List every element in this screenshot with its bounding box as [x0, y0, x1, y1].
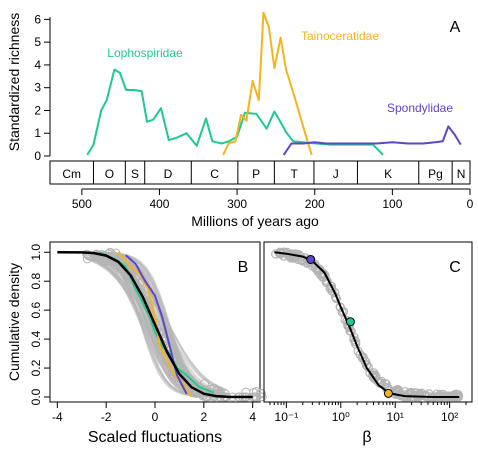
y-tick-label-a: 4: [34, 58, 41, 72]
period-label-o: O: [105, 167, 114, 181]
period-label-cm: Cm: [62, 167, 81, 181]
x-tick-label-b: -2: [101, 410, 112, 424]
series-line-b-spondylidae: [125, 254, 188, 395]
period-label-k: K: [384, 167, 392, 181]
series-label-spondylidae: Spondylidae: [387, 101, 453, 115]
period-label-p: P: [252, 167, 260, 181]
period-label-c: C: [210, 167, 219, 181]
y-tick-label-b: 0.8: [29, 273, 43, 290]
y-axis-title-b: Cumulative density: [6, 263, 22, 381]
y-axis-title-a: Standardized richness: [6, 13, 22, 152]
series-line-tainoceratidae: [222, 11, 313, 156]
x-tick-label-b: 2: [200, 410, 207, 424]
y-tick-label-a: 6: [34, 12, 41, 26]
simulated-point-c: [325, 280, 336, 291]
panel-label-a: A: [450, 19, 461, 36]
y-tick-label-b: 0.0: [29, 388, 43, 405]
x-tick-label-a: 0: [467, 197, 474, 211]
x-tick-label-a: 200: [305, 197, 325, 211]
x-tick-label-b: -4: [52, 410, 63, 424]
x-tick-label-c: 10⁰: [332, 410, 350, 424]
simulated-point: [104, 252, 114, 262]
series-line-spondylidae: [282, 125, 462, 156]
simulated-point: [214, 385, 224, 395]
period-label-j: J: [333, 167, 339, 181]
y-tick-label-b: 1.0: [29, 244, 43, 261]
x-tick-label-c: 10¹: [387, 410, 404, 424]
x-axis-title-b: Scaled fluctuations: [88, 429, 222, 446]
y-tick-label-b: 0.4: [29, 330, 43, 347]
x-axis-title-c: β: [362, 429, 371, 446]
y-tick-label-a: 0: [34, 149, 41, 163]
x-tick-label-a: 400: [149, 197, 169, 211]
x-tick-label-a: 100: [382, 197, 402, 211]
highlight-point-tainoceratidae: [383, 388, 393, 398]
period-label-t: T: [290, 167, 298, 181]
y-tick-label-b: 0.6: [29, 301, 43, 318]
x-axis-title-a: Millions of years ago: [191, 213, 319, 229]
y-tick-label-a: 1: [34, 126, 41, 140]
x-tick-label-a: 500: [72, 197, 92, 211]
period-label-d: D: [164, 167, 173, 181]
period-label-n: N: [457, 167, 466, 181]
y-tick-label-a: 5: [34, 35, 41, 49]
fit-line-c: [274, 251, 460, 398]
plot-frame-c: [263, 241, 473, 403]
simulated-point-c: [365, 368, 375, 378]
simulated-point-c: [346, 326, 356, 336]
highlight-point-spondylidae: [306, 254, 316, 264]
y-tick-label-b: 0.2: [29, 359, 43, 376]
simulated-ecdf-line: [91, 254, 226, 398]
simulated-ecdf-line: [91, 254, 226, 398]
simulated-point: [124, 268, 134, 278]
period-label-s: S: [131, 167, 139, 181]
y-tick-label-a: 3: [34, 81, 41, 95]
panel-label-c: C: [449, 259, 461, 276]
simulated-ecdf-line: [91, 255, 226, 398]
period-label-pg: Pg: [428, 167, 443, 181]
simulated-point-c: [355, 349, 365, 360]
series-line-b-normal-cdf: [57, 250, 253, 399]
simulated-point-c: [317, 268, 328, 278]
simulated-point: [200, 379, 210, 389]
highlight-point-lophospiridae: [345, 317, 355, 327]
simulated-point-c: [361, 360, 372, 371]
x-tick-label-c: 10⁻¹: [275, 410, 299, 424]
series-line-b-lophospiridae: [98, 251, 214, 394]
simulated-point-c: [349, 332, 359, 342]
simulated-point: [185, 380, 195, 390]
timescale-box: [49, 160, 471, 185]
series-label-lophospiridae: Lophospiridae: [107, 46, 183, 60]
simulated-point: [257, 392, 267, 402]
simulated-point: [98, 257, 108, 267]
simulated-point: [249, 387, 259, 397]
simulated-point: [202, 392, 212, 402]
simulated-point: [185, 381, 195, 391]
x-tick-label-a: 300: [227, 197, 247, 211]
series-label-tainoceratidae: Tainoceratidae: [301, 29, 379, 43]
simulated-point: [85, 250, 95, 260]
y-tick-label-a: 2: [34, 103, 41, 117]
simulated-point-c: [375, 378, 385, 388]
x-tick-label-b: 4: [249, 410, 256, 424]
simulated-point-c: [380, 378, 390, 389]
x-tick-label-c: 10²: [441, 410, 458, 424]
simulated-point: [252, 392, 262, 402]
x-tick-label-b: 0: [152, 410, 159, 424]
panel-label-b: B: [238, 259, 249, 276]
simulated-point-c: [330, 287, 340, 298]
